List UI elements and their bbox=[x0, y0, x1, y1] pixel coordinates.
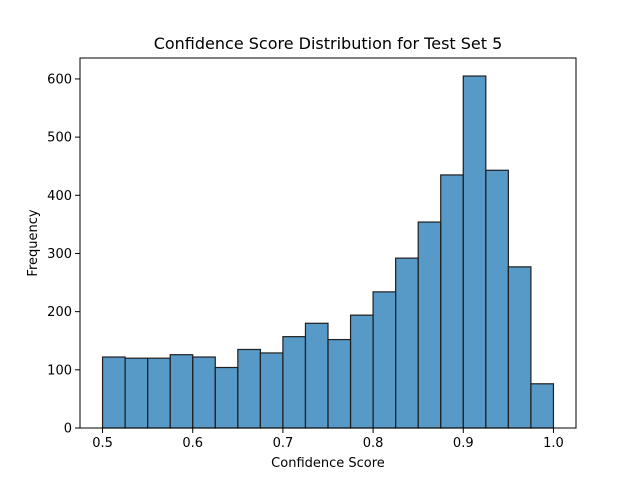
histogram-bar-18 bbox=[485, 169, 509, 429]
y-tick-label: 100 bbox=[47, 363, 72, 378]
histogram-bar-16 bbox=[440, 174, 464, 429]
x-axis-label: Confidence Score bbox=[271, 456, 385, 471]
y-tick-label: 300 bbox=[47, 247, 72, 262]
histogram-bar-11 bbox=[327, 338, 352, 429]
histogram-bar-4 bbox=[169, 354, 194, 429]
x-tick-label: 0.7 bbox=[273, 436, 294, 451]
bar-group bbox=[101, 75, 555, 429]
histogram-bar-8 bbox=[259, 352, 284, 429]
plot-area-frame bbox=[79, 57, 577, 429]
x-tick-label: 1.0 bbox=[543, 436, 564, 451]
y-tick-label: 400 bbox=[47, 189, 72, 204]
histogram-bar-3 bbox=[147, 357, 171, 429]
y-tick-label: 600 bbox=[47, 72, 72, 87]
histogram-bar-12 bbox=[349, 314, 374, 429]
x-tick-label: 0.9 bbox=[453, 436, 474, 451]
y-tick-label: 200 bbox=[47, 305, 72, 320]
histogram-bar-13 bbox=[372, 291, 397, 429]
x-axis-ticks: 0.5 0.6 0.7 0.8 0.9 1.0 bbox=[92, 428, 564, 451]
histogram-bar-14 bbox=[395, 257, 419, 429]
histogram-bar-15 bbox=[417, 221, 442, 429]
y-axis-ticks: 0 100 200 300 400 500 600 bbox=[47, 72, 80, 437]
histogram-bar-20 bbox=[530, 383, 555, 429]
y-axis-label: Frequency bbox=[26, 209, 41, 276]
histogram-bar-9 bbox=[282, 336, 307, 429]
histogram-bar-7 bbox=[237, 348, 261, 429]
x-tick-label: 0.6 bbox=[182, 436, 203, 451]
histogram-bar-5 bbox=[192, 356, 216, 429]
y-tick-label: 500 bbox=[47, 131, 72, 146]
chart-title: Confidence Score Distribution for Test S… bbox=[154, 34, 503, 53]
histogram-bar-1 bbox=[101, 356, 126, 429]
histogram-bar-6 bbox=[214, 366, 239, 429]
histogram-bar-2 bbox=[124, 357, 149, 429]
x-tick-label: 0.8 bbox=[363, 436, 384, 451]
y-tick-label: 0 bbox=[64, 422, 72, 437]
x-tick-label: 0.5 bbox=[92, 436, 113, 451]
histogram-bar-17 bbox=[462, 75, 487, 429]
histogram-bar-19 bbox=[507, 266, 532, 429]
histogram-bar-10 bbox=[304, 322, 329, 429]
